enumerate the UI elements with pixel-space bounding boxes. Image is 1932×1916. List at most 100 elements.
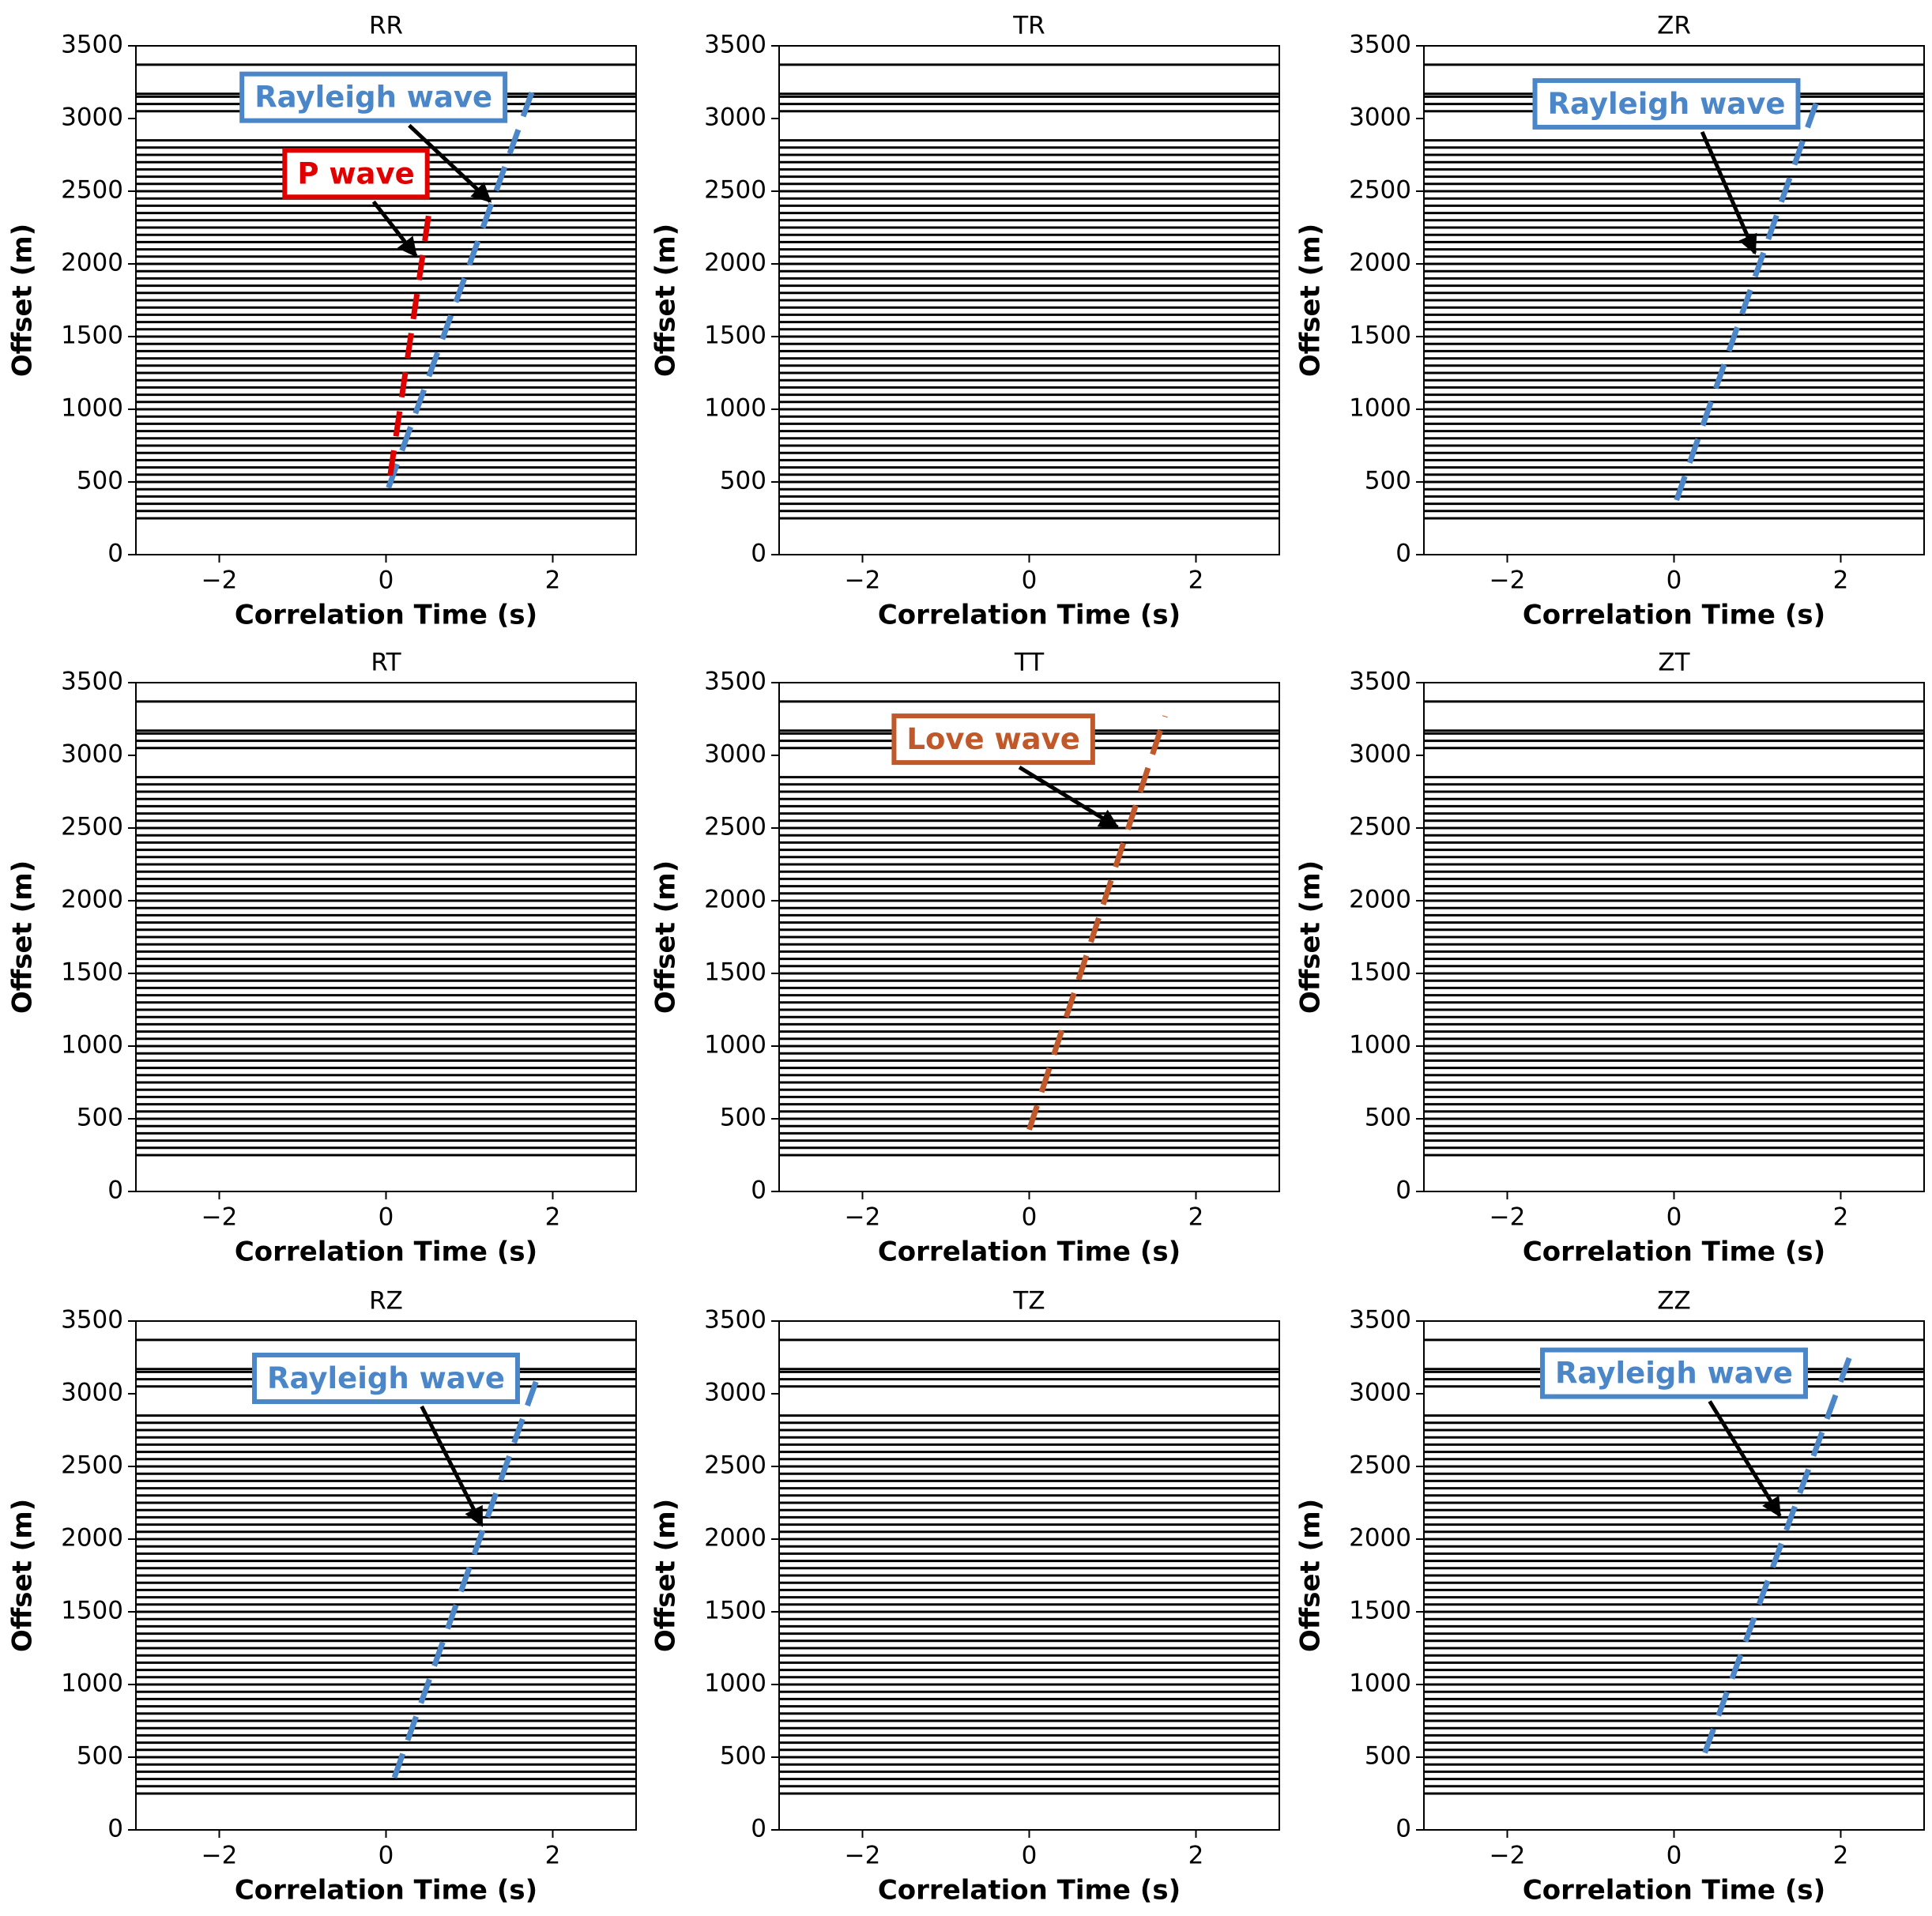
- y-tick-label: 0: [107, 1815, 123, 1843]
- panel-title: RZ: [369, 1287, 403, 1316]
- x-tick-label: 2: [1188, 1203, 1204, 1232]
- x-tick-label: 0: [1022, 567, 1038, 595]
- y-tick-label: 0: [1395, 1176, 1411, 1205]
- y-tick-label: 3000: [61, 1379, 123, 1407]
- annotation-text: Rayleigh wave: [267, 1361, 505, 1395]
- panel: −2 0 2 0 500 1000 1500 2000 2500 3000 3500 TT Correl…: [650, 649, 1280, 1268]
- x-tick-label: 2: [545, 567, 561, 595]
- x-tick-label: −2: [201, 567, 238, 595]
- annotation-arrow: [1018, 765, 1120, 830]
- y-tick-label: 3000: [61, 740, 123, 769]
- x-tick-label: 0: [378, 1842, 394, 1870]
- y-tick-label: 1000: [61, 1669, 123, 1698]
- y-tick-label: 0: [751, 1815, 766, 1843]
- y-axis-label: Offset (m): [7, 1499, 39, 1652]
- y-tick-label: 2000: [1349, 249, 1411, 277]
- panel-title: ZZ: [1657, 1287, 1690, 1316]
- y-tick-label: 1500: [704, 958, 766, 987]
- y-axis-label: Offset (m): [7, 860, 39, 1014]
- y-tick-label: 3500: [1349, 668, 1411, 696]
- x-tick-label: −2: [201, 1842, 238, 1870]
- panel: −2 0 2 0 500 1000 1500 2000 2500 3000 3500 RZ Correl…: [7, 1287, 637, 1907]
- y-tick-label: 2500: [1349, 813, 1411, 841]
- annotation-box: [1532, 77, 1801, 130]
- y-tick-label: 2000: [61, 249, 123, 277]
- y-tick-label: 500: [1365, 1742, 1411, 1771]
- y-tick-label: 2000: [704, 249, 766, 277]
- y-tick-label: 0: [107, 1176, 123, 1205]
- y-tick-label: 500: [1365, 1104, 1411, 1132]
- x-tick-label: −2: [845, 567, 881, 595]
- y-axis-label: Offset (m): [1295, 860, 1327, 1014]
- y-tick-label: 2500: [61, 1451, 123, 1480]
- y-tick-label: 1000: [61, 394, 123, 423]
- panel: −2 0 2 0 500 1000 1500 2000 2500 3000 3500 ZZ Correl…: [1295, 1287, 1925, 1907]
- annotation-box: [282, 148, 430, 200]
- y-tick-label: 1500: [1349, 958, 1411, 987]
- x-axis-label: Correlation Time (s): [235, 600, 537, 631]
- x-axis-label: Correlation Time (s): [878, 1237, 1181, 1268]
- x-axis-label: Correlation Time (s): [235, 1875, 537, 1907]
- y-tick-label: 1000: [1349, 394, 1411, 423]
- y-tick-label: 1000: [61, 1031, 123, 1060]
- y-tick-label: 2000: [61, 1524, 123, 1553]
- y-tick-label: 1500: [704, 322, 766, 350]
- annotation-arrow: [408, 123, 492, 203]
- x-tick-label: 0: [1666, 1842, 1682, 1870]
- y-axis-label: Offset (m): [1295, 224, 1327, 377]
- dashed-line: [386, 91, 535, 489]
- x-tick-label: 2: [545, 1842, 561, 1870]
- annotation-arrow: [1708, 1400, 1782, 1518]
- y-tick-label: 0: [751, 540, 766, 568]
- y-tick-label: 2500: [1349, 176, 1411, 205]
- dashed-line: [1702, 1350, 1855, 1754]
- y-tick-label: 0: [107, 540, 123, 568]
- panel: −2 0 2 0 500 1000 1500 2000 2500 3000 3500 TR Correl…: [650, 12, 1280, 631]
- x-tick-label: 0: [378, 567, 394, 595]
- y-tick-label: 2000: [1349, 886, 1411, 914]
- dashed-line: [1026, 715, 1168, 1131]
- y-tick-label: 0: [1395, 540, 1411, 568]
- y-tick-label: 2000: [1349, 1524, 1411, 1553]
- y-axis-label: Offset (m): [650, 224, 682, 377]
- y-tick-label: 3000: [704, 740, 766, 769]
- y-tick-label: 3500: [704, 1306, 766, 1334]
- y-tick-label: 3000: [61, 104, 123, 132]
- y-tick-label: 3000: [1349, 740, 1411, 769]
- x-tick-label: −2: [845, 1842, 881, 1870]
- y-tick-label: 3000: [704, 1379, 766, 1407]
- x-axis-label: Correlation Time (s): [1523, 1875, 1825, 1907]
- y-tick-label: 1500: [61, 322, 123, 350]
- y-axis-label: Offset (m): [650, 860, 682, 1014]
- y-tick-label: 500: [1365, 467, 1411, 495]
- y-tick-label: 1500: [1349, 322, 1411, 350]
- panel-title: ZR: [1657, 12, 1691, 40]
- y-tick-label: 3500: [1349, 31, 1411, 59]
- y-tick-label: 3000: [704, 104, 766, 132]
- x-tick-label: −2: [1489, 1203, 1526, 1232]
- y-tick-label: 1000: [704, 394, 766, 423]
- y-tick-label: 1000: [704, 1031, 766, 1060]
- y-tick-label: 2000: [704, 886, 766, 914]
- annotation-text: Rayleigh wave: [1548, 87, 1786, 121]
- x-axis-label: Correlation Time (s): [878, 1875, 1181, 1907]
- panel: −2 0 2 0 500 1000 1500 2000 2500 3000 3500 ZR Correl…: [1295, 12, 1925, 631]
- y-tick-label: 0: [751, 1176, 766, 1205]
- y-tick-label: 1500: [704, 1597, 766, 1625]
- dashed-line: [391, 1368, 543, 1779]
- x-tick-label: 2: [545, 1203, 561, 1232]
- y-tick-label: 3000: [1349, 104, 1411, 132]
- y-tick-label: 500: [77, 1742, 123, 1771]
- y-tick-label: 1000: [1349, 1031, 1411, 1060]
- panel-title: TR: [1012, 12, 1045, 40]
- y-tick-label: 1500: [1349, 1597, 1411, 1625]
- x-tick-label: 0: [1666, 567, 1682, 595]
- panel: −2 0 2 0 500 1000 1500 2000 2500 3000 3500 RT Correl…: [7, 649, 637, 1268]
- panel-title: TT: [1014, 649, 1045, 677]
- annotation-arrow: [420, 1405, 484, 1527]
- y-tick-label: 1500: [61, 1597, 123, 1625]
- dashed-line: [387, 215, 431, 476]
- x-tick-label: 2: [1833, 1842, 1849, 1870]
- annotation-text: Love wave: [906, 722, 1079, 756]
